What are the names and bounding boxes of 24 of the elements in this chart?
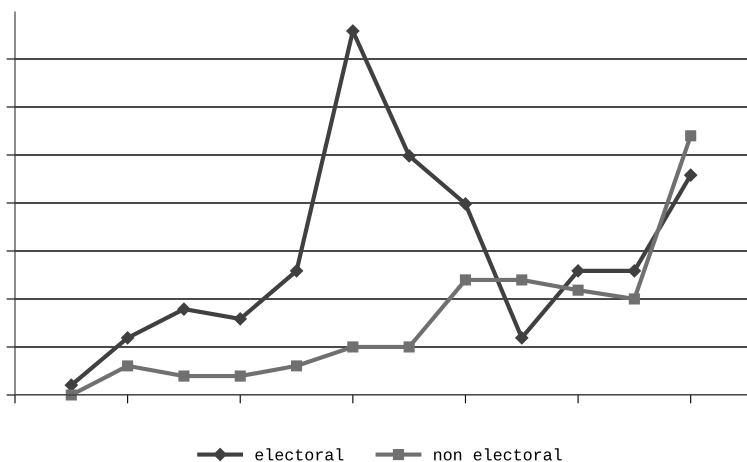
point <box>460 274 472 286</box>
point <box>402 149 416 162</box>
point <box>177 302 191 316</box>
point <box>684 168 698 182</box>
point <box>234 312 247 326</box>
point <box>458 197 472 210</box>
point <box>290 360 302 372</box>
point <box>628 264 641 278</box>
legend-label: non electoral <box>434 448 562 461</box>
point <box>178 370 190 382</box>
point <box>628 293 640 304</box>
point <box>122 360 134 372</box>
point <box>121 331 134 344</box>
point <box>347 341 358 353</box>
legend-label: electoral <box>255 448 344 461</box>
point <box>572 284 584 296</box>
point <box>515 331 528 344</box>
point <box>290 264 304 278</box>
point <box>685 130 696 142</box>
point <box>571 264 585 278</box>
point <box>66 389 77 401</box>
point <box>234 370 246 382</box>
point <box>404 341 415 353</box>
point <box>516 274 528 286</box>
